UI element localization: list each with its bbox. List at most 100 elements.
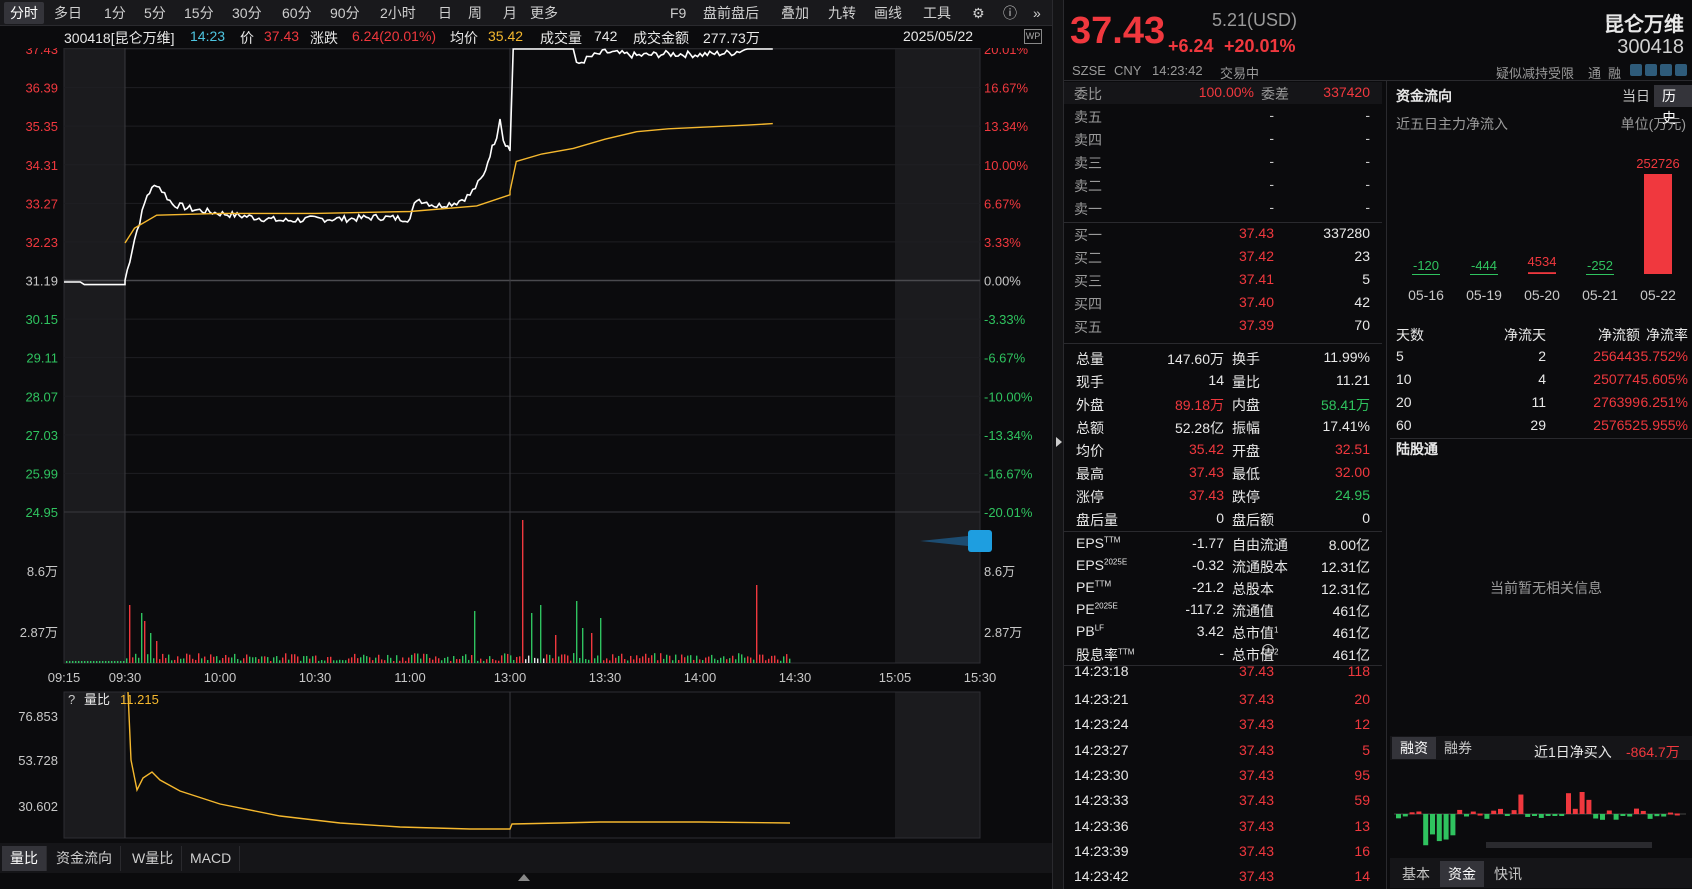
volume-bar (663, 658, 665, 663)
floating-widget[interactable] (968, 530, 992, 552)
period-tab-3[interactable]: 5分 (144, 5, 166, 21)
period-tab-0[interactable]: 分时 (4, 2, 44, 24)
period-tab-4[interactable]: 15分 (184, 5, 214, 21)
intraday-chart[interactable]: 37.43 36.39 35.35 34.31 33.27 32.23 31.19 30.15… (0, 48, 1052, 690)
pencil-icon[interactable] (1630, 64, 1642, 76)
period-tab-2[interactable]: 1分 (104, 5, 126, 21)
indicator-tab-3[interactable]: MACD (182, 846, 241, 871)
fund-flow-bar-chart[interactable]: -120 05-16 -444 05-19 4534 05-20 -252 05-21 2527… (1390, 140, 1690, 320)
tool-button-3[interactable]: 九转 (828, 5, 856, 21)
y-right-tick: -3.33% (984, 312, 1026, 327)
x-tick: 10:00 (204, 670, 237, 685)
period-tab-12[interactable]: 更多 (530, 5, 558, 21)
volume-bar (672, 660, 674, 663)
bell-icon[interactable] (1660, 64, 1672, 76)
indicator-name: 量比 (84, 692, 110, 707)
period-tab-9[interactable]: 日 (438, 5, 452, 21)
period-tab-6[interactable]: 60分 (282, 5, 312, 21)
period-tab-7[interactable]: 90分 (330, 5, 360, 21)
tick-price: 37.43 (1238, 842, 1274, 859)
period-tab-11[interactable]: 月 (503, 5, 517, 21)
ask-label: 卖一 (1074, 201, 1102, 217)
right-tab-0[interactable]: 基本 (1402, 866, 1430, 882)
tool-button-2[interactable]: 叠加 (781, 5, 809, 21)
fund-label2: 总市值1 (1232, 623, 1278, 643)
tick-price: 37.43 (1238, 868, 1274, 885)
volume-bar (315, 655, 317, 663)
volume-bar (588, 659, 590, 663)
period-tab-5[interactable]: 30分 (232, 5, 262, 21)
tool-button-0[interactable]: F9 (670, 5, 687, 21)
volume-bar (744, 657, 746, 663)
fund-label2-main: 总股本 (1232, 581, 1274, 597)
fund-label2-main: 流通值 (1232, 603, 1274, 619)
volume-bar (723, 656, 725, 663)
panel-divider[interactable] (1052, 0, 1064, 889)
volume-bar (285, 653, 287, 663)
ask-volume: - (1365, 176, 1370, 192)
volume-bar (234, 653, 236, 663)
quote-panel: 37.43 5.21(USD) +6.24 +20.01% 昆仑万维 300418 SZSE… (1064, 0, 1692, 889)
stat-value: 147.60万 (1167, 351, 1224, 367)
margin-tab-finance[interactable]: 融资 (1392, 737, 1436, 759)
lock-icon[interactable] (1675, 64, 1687, 76)
right-tab-2[interactable]: 快讯 (1494, 866, 1522, 882)
volume-bar (609, 660, 611, 663)
volume-value: 742 (594, 28, 618, 44)
ask-volume: - (1365, 130, 1370, 146)
volume-bar (705, 657, 707, 663)
collapse-arrow-icon[interactable] (1056, 437, 1062, 447)
tool-button-5[interactable]: 工具 (923, 5, 951, 21)
volume-bar (549, 654, 551, 663)
info-icon[interactable]: i (1262, 644, 1274, 656)
flow-table-cell: 5.955% (1640, 417, 1688, 433)
flow-tab-history[interactable]: 历史 (1654, 85, 1692, 126)
volume-bar (669, 655, 671, 663)
volume-bar (774, 655, 776, 663)
expand-up-icon[interactable] (518, 874, 530, 881)
amount-value: 277.73万 (703, 30, 760, 46)
indicator-value: 11.215 (120, 692, 159, 707)
volume-bar (183, 658, 185, 663)
help-icon[interactable]: ⓘ (1003, 5, 1017, 21)
volume-bar (510, 655, 512, 663)
tool-button-4[interactable]: 画线 (874, 5, 902, 21)
volume-bar (270, 660, 272, 663)
volume-bar (591, 633, 593, 663)
fund-value: 3.42 (1196, 623, 1224, 639)
volume-bar (108, 661, 110, 663)
period-tab-1[interactable]: 多日 (54, 5, 82, 21)
volume-bar (96, 661, 98, 663)
margin-tab-short[interactable]: 融券 (1444, 740, 1472, 756)
period-toolbar: 分时 多日 1分 5分 15分 30分 60分 90分 2小时 日周 月更多 F9 盘前盘后 叠加 九转 画线… (0, 0, 1052, 26)
volume-ratio-panel[interactable]: ? 量比 11.215 76.853 53.728 30.602 (0, 690, 1052, 840)
vol-tick-right: 8.6万 (984, 564, 1015, 579)
tool-button-1[interactable]: 盘前盘后 (703, 5, 759, 21)
right-tab-1[interactable]: 资金 (1440, 861, 1484, 887)
flow-tab-today[interactable]: 当日 (1622, 88, 1650, 104)
indicator-tab-1[interactable]: 资金流向 (48, 846, 121, 871)
widget-trail (920, 536, 968, 546)
margin-bar (1402, 814, 1408, 817)
fund-value: -117.2 (1185, 601, 1224, 617)
volume-bar (327, 657, 329, 663)
fund-value2: 461亿 (1332, 647, 1370, 663)
volume-bar (231, 657, 233, 663)
volume-bar (303, 656, 305, 663)
fund-label2: 流通值 (1232, 601, 1274, 621)
volume-bar (435, 656, 437, 663)
period-tab-8[interactable]: 2小时 (380, 5, 416, 21)
indicator-tab-0[interactable]: 量比 (2, 846, 47, 871)
help-icon[interactable]: ? (68, 692, 75, 707)
volume-bar (399, 660, 401, 663)
flow-table-cell: 5.605% (1640, 371, 1688, 387)
wp-icon[interactable]: WP (1024, 29, 1042, 44)
indicator-tab-2[interactable]: W量比 (124, 846, 183, 871)
volume-bar (582, 628, 584, 663)
double-chevron-icon[interactable]: » (1033, 5, 1041, 21)
gear-icon[interactable]: ⚙ (972, 5, 985, 21)
period-tab-10[interactable]: 周 (468, 5, 482, 21)
note-icon[interactable] (1645, 64, 1657, 76)
volume-bar (501, 655, 503, 663)
flow-bar (1412, 274, 1440, 275)
